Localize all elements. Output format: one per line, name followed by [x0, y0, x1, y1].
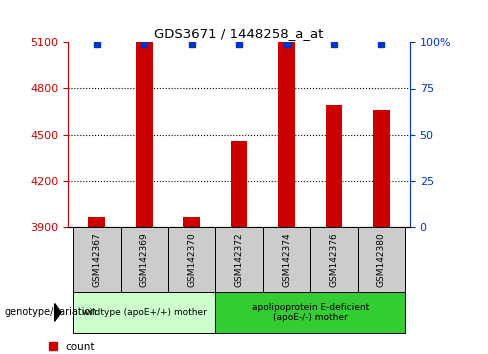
Title: GDS3671 / 1448258_a_at: GDS3671 / 1448258_a_at: [154, 27, 324, 40]
Bar: [183, 217, 200, 227]
Text: GSM142369: GSM142369: [140, 232, 149, 287]
Bar: [136, 42, 153, 227]
Polygon shape: [55, 304, 61, 321]
Text: genotype/variation: genotype/variation: [5, 307, 98, 318]
Bar: [215, 227, 263, 292]
Bar: [88, 217, 105, 227]
Bar: [310, 227, 358, 292]
Text: GSM142374: GSM142374: [282, 232, 291, 287]
Text: GSM142370: GSM142370: [187, 232, 196, 287]
Bar: [325, 105, 342, 227]
Bar: [168, 227, 215, 292]
Bar: [121, 227, 168, 292]
Text: wildtype (apoE+/+) mother: wildtype (apoE+/+) mother: [82, 308, 207, 317]
Bar: [358, 227, 405, 292]
Bar: [215, 292, 405, 333]
Text: apolipoprotein E-deficient
(apoE-/-) mother: apolipoprotein E-deficient (apoE-/-) mot…: [252, 303, 369, 322]
Bar: [231, 141, 247, 227]
Legend: count, percentile rank within the sample: count, percentile rank within the sample: [49, 342, 242, 354]
Bar: [73, 227, 121, 292]
Bar: [373, 110, 390, 227]
Text: GSM142376: GSM142376: [329, 232, 339, 287]
Bar: [263, 227, 310, 292]
Text: GSM142380: GSM142380: [377, 232, 386, 287]
Bar: [278, 42, 295, 227]
Text: GSM142372: GSM142372: [235, 232, 244, 287]
Bar: [73, 292, 215, 333]
Text: GSM142367: GSM142367: [92, 232, 102, 287]
